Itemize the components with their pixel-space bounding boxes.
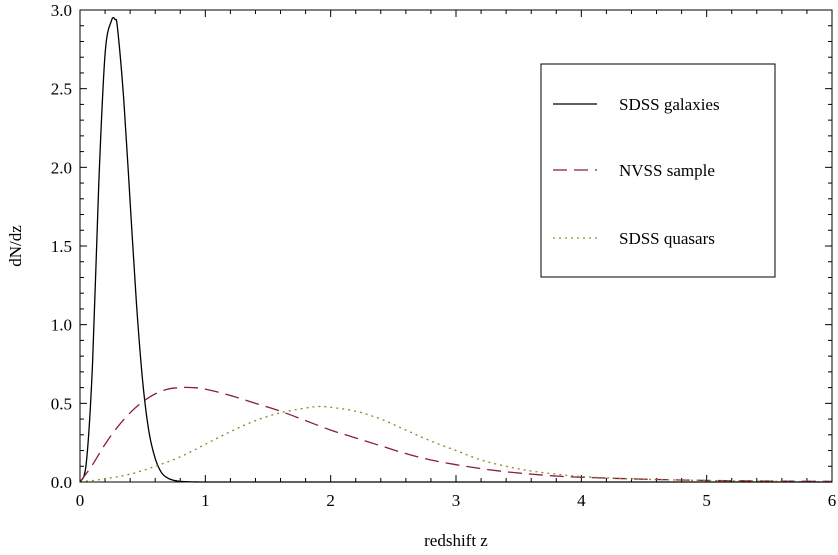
- legend-label: SDSS galaxies: [619, 95, 720, 114]
- legend-items: SDSS galaxies NVSS sample SDSS quasars: [553, 95, 720, 248]
- x-axis-label: redshift z: [424, 531, 488, 550]
- x-tick-label: 0: [76, 491, 85, 510]
- y-tick-label: 1.0: [51, 316, 72, 335]
- x-tick-label: 3: [452, 491, 461, 510]
- x-tick-label: 4: [577, 491, 586, 510]
- y-axis-label: dN/dz: [6, 225, 25, 267]
- legend-label: SDSS quasars: [619, 229, 715, 248]
- y-tick-labels: 0.0 0.5 1.0 1.5 2.0 2.5 3.0: [51, 1, 72, 492]
- x-tick-label: 2: [326, 491, 335, 510]
- y-tick-label: 2.5: [51, 80, 72, 99]
- legend-label: NVSS sample: [619, 161, 715, 180]
- x-tick-label: 5: [702, 491, 711, 510]
- y-tick-label: 2.0: [51, 158, 72, 177]
- y-tick-label: 3.0: [51, 1, 72, 20]
- x-tick-labels: 0 1 2 3 4 5 6: [76, 491, 837, 510]
- series-line-nvss-sample: [79, 386, 833, 483]
- legend: SDSS galaxies NVSS sample SDSS quasars: [540, 63, 776, 278]
- plot-frame: [79, 9, 833, 483]
- y-tick-label: 0.0: [51, 473, 72, 492]
- x-tick-label: 6: [828, 491, 837, 510]
- x-tick-label: 1: [201, 491, 210, 510]
- series-line-sdss-quasars: [79, 405, 833, 483]
- y-tick-label: 1.5: [51, 237, 72, 256]
- y-tick-label: 0.5: [51, 394, 72, 413]
